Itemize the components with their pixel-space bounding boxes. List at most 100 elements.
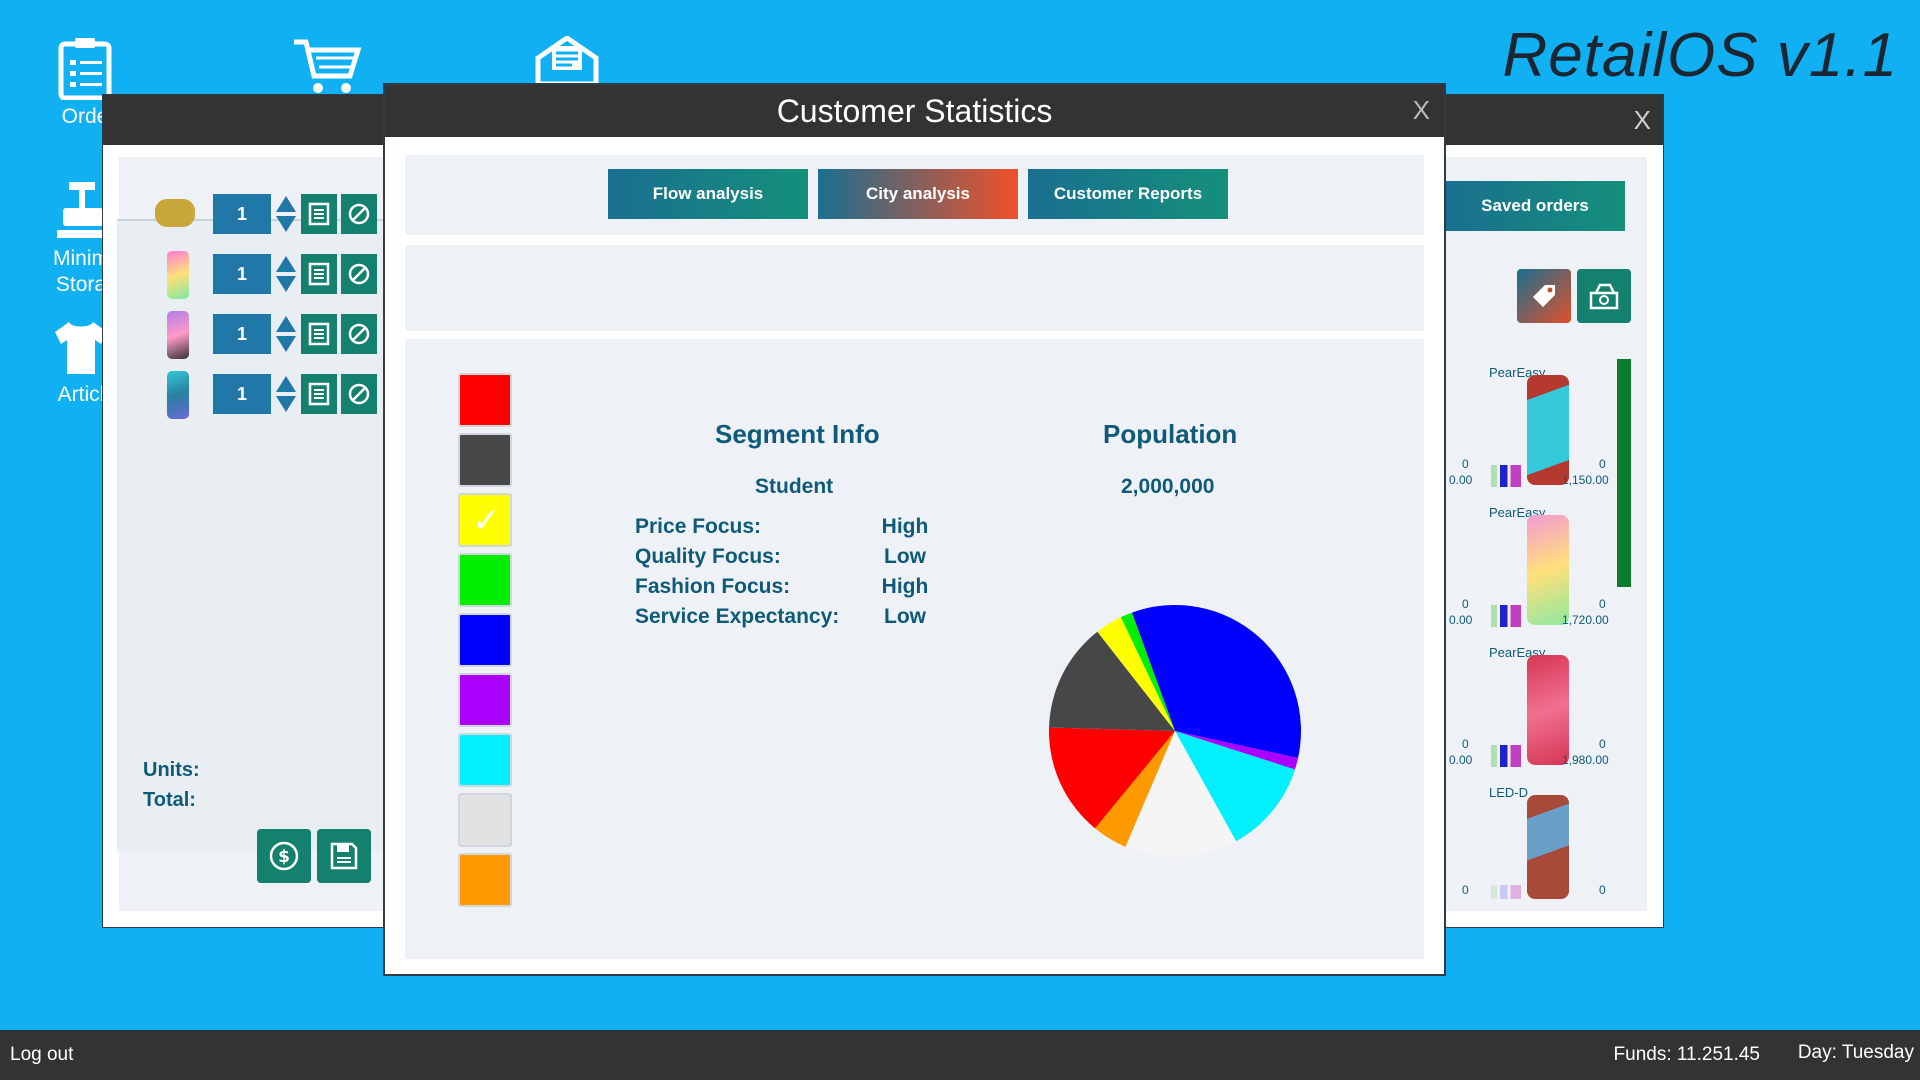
- cancel-icon: [348, 203, 370, 225]
- segment-swatch[interactable]: [458, 793, 512, 847]
- mini-chart-icon: [1491, 465, 1521, 487]
- pie-slice: [1120, 612, 1175, 731]
- service-expectancy-value: Low: [884, 605, 926, 628]
- mini-chart-icon: [1491, 745, 1521, 767]
- order-row: 1: [213, 193, 377, 235]
- price-tag-button[interactable]: [1517, 269, 1571, 323]
- day-display: Day: Tuesday: [1797, 1042, 1914, 1063]
- desktop-icon-articles[interactable]: Articl: [16, 318, 146, 408]
- saved-orders-button[interactable]: Saved orders: [1445, 181, 1625, 231]
- segment-swatch[interactable]: [458, 853, 512, 907]
- remove-button[interactable]: [341, 194, 377, 234]
- fashion-focus-value: High: [881, 575, 929, 598]
- stock-count: 0: [1462, 737, 1469, 751]
- remove-button[interactable]: [341, 254, 377, 294]
- product-thumb: [167, 311, 189, 359]
- product-price: 1,150.00: [1562, 473, 1609, 487]
- save-button[interactable]: [317, 829, 371, 883]
- quantity-field[interactable]: 1: [213, 194, 271, 234]
- quantity-stepper[interactable]: [275, 254, 297, 294]
- price-focus-value: High: [881, 515, 929, 538]
- cart-icon: [294, 39, 362, 93]
- segment-swatch[interactable]: [458, 553, 512, 607]
- total-label: Total:: [143, 789, 196, 811]
- order-window-titlebar[interactable]: [103, 95, 401, 145]
- segment-swatch[interactable]: ✓: [458, 493, 512, 547]
- desktop-icon-label: Minim Stora: [53, 247, 109, 296]
- product-image: [1527, 795, 1569, 899]
- product-price: 1,720.00: [1562, 613, 1609, 627]
- catalog-window-titlebar[interactable]: [1431, 95, 1663, 145]
- details-button[interactable]: [301, 194, 337, 234]
- document-icon: [308, 382, 330, 406]
- document-icon: [308, 322, 330, 346]
- product-image: [1527, 515, 1569, 625]
- quality-focus-label: Quality Focus:: [635, 545, 781, 568]
- os-title: RetailOS v1.1: [1502, 21, 1898, 90]
- svg-text:$: $: [278, 847, 290, 867]
- checkout-button[interactable]: $: [257, 829, 311, 883]
- desktop-icon-min-storage[interactable]: Minim Stora: [16, 178, 146, 298]
- desktop-icon-mail[interactable]: [502, 36, 632, 90]
- tab-bar: Flow analysis City analysis Customer Rep…: [405, 155, 1424, 235]
- quantity-stepper[interactable]: [275, 314, 297, 354]
- dialog-title: Customer Statistics: [776, 92, 1053, 129]
- dialog-titlebar[interactable]: Customer Statistics X: [385, 85, 1444, 137]
- quantity-field[interactable]: 1: [213, 254, 271, 294]
- segment-name: Student: [755, 475, 834, 498]
- pie-slice: [1131, 605, 1301, 759]
- cost-value: 0.00: [1449, 613, 1473, 627]
- remove-button[interactable]: [341, 314, 377, 354]
- stock-level-bar: [1617, 359, 1631, 587]
- clipboard-icon: [58, 38, 112, 100]
- cancel-icon: [348, 383, 370, 405]
- product-card[interactable]: PearEasy 0 0.00 0 1,980.00: [1431, 645, 1641, 785]
- quantity-field[interactable]: 1: [213, 374, 271, 414]
- stock-count: 0: [1462, 457, 1469, 471]
- logout-button[interactable]: Log out: [10, 1044, 74, 1065]
- product-price: 1,980.00: [1562, 753, 1609, 767]
- segment-swatch[interactable]: [458, 433, 512, 487]
- details-button[interactable]: [301, 254, 337, 294]
- tab-flow-analysis[interactable]: Flow analysis: [608, 169, 808, 219]
- statistics-panel: ✓ Segment Info Student Price Focus: High…: [405, 339, 1424, 959]
- tab-customer-reports[interactable]: Customer Reports: [1028, 169, 1228, 219]
- document-icon: [308, 262, 330, 286]
- details-button[interactable]: [301, 374, 337, 414]
- tab-city-analysis[interactable]: City analysis: [818, 169, 1018, 219]
- order-row: 1: [213, 253, 377, 295]
- product-name: LED-D: [1489, 785, 1529, 800]
- product-card[interactable]: LED-D 0 0: [1431, 785, 1641, 905]
- product-card[interactable]: PearEasy 0 0.00 0 1,150.00: [1431, 365, 1641, 505]
- remove-button[interactable]: [341, 374, 377, 414]
- funds-display: Funds: 11.251.45: [1613, 1044, 1760, 1065]
- desktop-icon-orders[interactable]: Orde: [20, 36, 150, 130]
- quantity-field[interactable]: 1: [213, 314, 271, 354]
- cost-value: 0.00: [1449, 753, 1473, 767]
- taskbar: Log out Funds: 11.251.45 Day: Tuesday: [0, 1030, 1920, 1080]
- population-pie-chart: [1049, 605, 1301, 857]
- catalog-close-button[interactable]: X: [1633, 105, 1651, 135]
- save-icon: [330, 842, 358, 870]
- mail-icon: [535, 36, 599, 86]
- quantity-stepper[interactable]: [275, 374, 297, 414]
- checkmark-icon: ✓: [472, 501, 501, 541]
- details-button[interactable]: [301, 314, 337, 354]
- segment-info-heading: Segment Info: [715, 419, 880, 449]
- segment-swatch[interactable]: [458, 733, 512, 787]
- pie-slice: [1097, 617, 1175, 731]
- document-icon: [308, 202, 330, 226]
- segment-swatch[interactable]: [458, 613, 512, 667]
- quantity-stepper[interactable]: [275, 194, 297, 234]
- quality-focus-value: Low: [884, 545, 926, 568]
- product-card[interactable]: PearEasy 0 0.00 0 1,720.00: [1431, 505, 1641, 645]
- desktop-icon-cart[interactable]: [262, 36, 392, 100]
- close-button[interactable]: X: [1412, 95, 1430, 125]
- product-image: [1527, 375, 1569, 485]
- cash-register-button[interactable]: [1577, 269, 1631, 323]
- cancel-icon: [348, 323, 370, 345]
- segment-swatch[interactable]: [458, 673, 512, 727]
- pie-slice: [1125, 731, 1237, 857]
- segment-swatch[interactable]: [458, 373, 512, 427]
- mini-chart-icon: [1491, 605, 1521, 627]
